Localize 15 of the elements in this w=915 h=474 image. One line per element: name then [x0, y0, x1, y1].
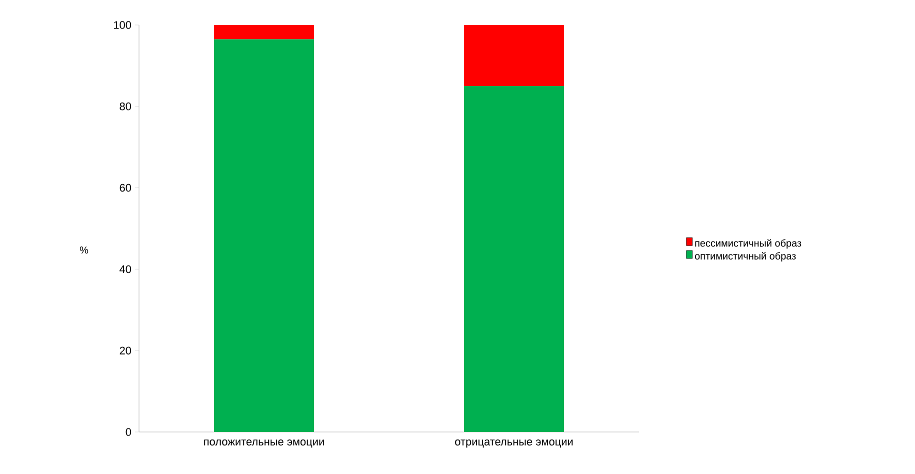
- y-tick-label: 60: [120, 184, 132, 192]
- legend-label: оптимистичный образ: [694, 252, 796, 262]
- bar: [464, 24, 564, 86]
- x-tick-label: положительные эмоции: [204, 440, 324, 448]
- bar: [214, 39, 314, 432]
- y-tick-label: 40: [120, 265, 132, 274]
- y-tick-label: 20: [120, 346, 132, 354]
- y-axis-title: %: [80, 246, 88, 254]
- bar: [464, 86, 564, 432]
- y-tick-label: 100: [114, 21, 132, 29]
- legend-label: пессимистичный образ: [695, 239, 802, 249]
- bar: [214, 24, 314, 40]
- x-tick-label: отрицательные эмоции: [455, 440, 573, 448]
- y-tick-label: 0: [126, 428, 132, 436]
- y-tick-label: 80: [120, 102, 132, 110]
